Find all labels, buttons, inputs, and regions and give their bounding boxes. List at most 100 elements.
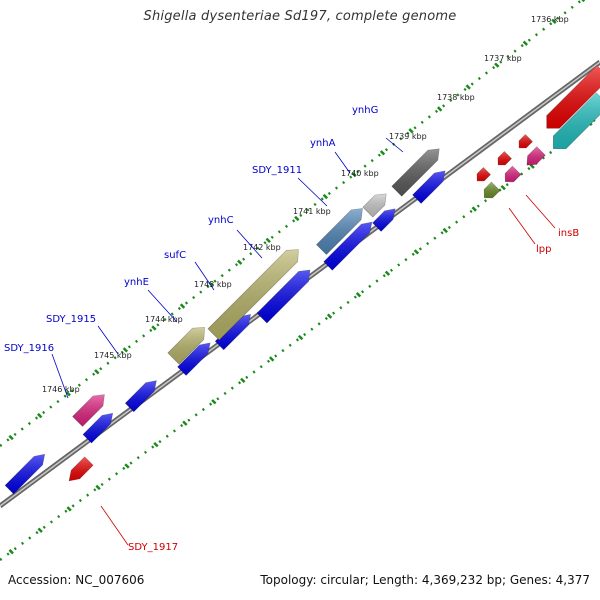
gene-leader-line bbox=[147, 289, 178, 323]
ruler-tick-upper bbox=[581, 0, 586, 3]
ruler-tick-upper bbox=[465, 84, 471, 90]
ruler-lower bbox=[0, 114, 600, 562]
gene-leader-line bbox=[508, 207, 536, 245]
ruler-tick-upper bbox=[37, 412, 43, 419]
ruler-tick-upper bbox=[208, 281, 214, 287]
ruler-tick-lower bbox=[153, 441, 159, 448]
genome-summary-text: Topology: circular; Length: 4,369,232 bp… bbox=[260, 573, 590, 587]
ruler-tick-lower bbox=[66, 506, 72, 512]
gene-label: ynhC bbox=[208, 215, 234, 226]
gene-label: SDY_1915 bbox=[46, 314, 96, 325]
gene-leader-line bbox=[100, 505, 129, 546]
ruler-tick-lower bbox=[384, 270, 391, 276]
ruler-tick-upper bbox=[351, 171, 357, 178]
ruler-tick-upper bbox=[522, 40, 529, 46]
gene-label: SDY_1911 bbox=[252, 165, 302, 176]
gene-label: SDY_1917 bbox=[128, 542, 178, 553]
cds-arrow-shade bbox=[323, 222, 372, 271]
ruler-tick-lower bbox=[8, 549, 14, 555]
gene-leader-line bbox=[51, 353, 69, 399]
tick-label: 1745 kbp bbox=[94, 351, 132, 360]
ruler-tick-lower bbox=[240, 377, 246, 384]
insB-arrow-shade bbox=[505, 166, 521, 182]
tick-label: 1736 kbp bbox=[531, 15, 569, 24]
tick-label: 1741 kbp bbox=[293, 207, 331, 216]
ruler-tick-upper bbox=[408, 128, 414, 134]
cds-arrow-shade bbox=[125, 380, 157, 412]
sufC-block-shade bbox=[207, 249, 299, 341]
tick-label: 1738 kbp bbox=[437, 93, 475, 102]
ruler-tick-lower bbox=[124, 463, 130, 469]
sufC-block-shade bbox=[167, 327, 205, 365]
ruler-tick-upper bbox=[8, 434, 14, 441]
ruler-tick-lower bbox=[413, 249, 420, 255]
ynhG-arrow-shade bbox=[391, 148, 440, 197]
ruler-tick-upper bbox=[265, 237, 271, 244]
cds-arrow-minus-shade bbox=[69, 456, 94, 481]
ruler-tick-upper bbox=[494, 62, 500, 68]
tick-label: 1739 kbp bbox=[389, 132, 427, 141]
gene-label: ynhE bbox=[124, 277, 149, 288]
gene-label: ynhA bbox=[310, 138, 336, 149]
ruler-tick-lower bbox=[182, 420, 188, 426]
ruler-tick-lower bbox=[326, 313, 333, 319]
cds-arrow-ynhE-like-shade bbox=[72, 394, 105, 427]
cds-arrow-minus-shade bbox=[546, 65, 600, 129]
ruler-tick-upper bbox=[322, 193, 329, 200]
tick-label: 1740 kbp bbox=[341, 169, 379, 178]
ruler-tick-upper bbox=[151, 325, 157, 331]
cds-arrow-shade bbox=[257, 270, 310, 323]
ynhA-arrow-shade bbox=[362, 193, 387, 218]
ruler-tick-upper bbox=[237, 259, 243, 265]
ruler-tick-lower bbox=[297, 334, 304, 341]
gene-label: sufC bbox=[164, 250, 186, 261]
ruler-layer bbox=[0, 0, 600, 562]
ruler-tick-lower bbox=[95, 484, 101, 491]
ruler-tick-upper bbox=[94, 369, 100, 375]
ruler-tick-upper bbox=[65, 391, 71, 397]
ruler-tick-lower bbox=[355, 292, 362, 298]
tick-label: 1746 kbp bbox=[42, 385, 80, 394]
ruler-tick-upper bbox=[122, 347, 129, 353]
gene-leader-line bbox=[297, 177, 328, 207]
gene-label: ynhG bbox=[352, 105, 378, 116]
ruler-tick-lower bbox=[211, 399, 217, 405]
gene-leader-line bbox=[236, 229, 263, 259]
ruler-tick-lower bbox=[269, 356, 275, 362]
cds-arrow-shade bbox=[215, 314, 251, 350]
ruler-tick-lower bbox=[529, 163, 535, 169]
tick-label: 1742 kbp bbox=[243, 243, 281, 252]
ynhC-arrow-shade bbox=[316, 208, 363, 255]
cds-arrow-minus-shade bbox=[519, 134, 533, 148]
ruler-tick-upper bbox=[437, 106, 443, 112]
insB-arrow-shade bbox=[526, 146, 546, 166]
tick-label: 1737 kbp bbox=[484, 54, 522, 63]
gene-leader-line bbox=[97, 325, 119, 355]
gene-label: lpp bbox=[536, 244, 551, 255]
ruler-tick-lower bbox=[471, 206, 477, 212]
cds-arrow-shade bbox=[412, 170, 446, 204]
ruler-tick-upper bbox=[294, 215, 300, 222]
cds-arrow-shade bbox=[83, 413, 113, 443]
ruler-tick-lower bbox=[37, 527, 43, 533]
map-title: Shigella dysenteriae Sd197, complete gen… bbox=[143, 9, 457, 24]
cds-arrow-shade bbox=[372, 208, 396, 232]
tick-label: 1744 kbp bbox=[145, 315, 183, 324]
cds-arrow-shade bbox=[5, 454, 45, 494]
ruler-upper bbox=[0, 0, 584, 447]
ruler-tick-lower bbox=[500, 184, 506, 191]
gene-leader-line bbox=[194, 261, 215, 291]
accession-text: Accession: NC_007606 bbox=[8, 573, 145, 587]
gene-leader-line bbox=[385, 137, 404, 153]
tick-label: 1743 kbp bbox=[194, 280, 232, 289]
ruler-tick-upper bbox=[179, 303, 186, 309]
gene-leader-line bbox=[334, 151, 351, 174]
ruler-tick-upper bbox=[379, 150, 386, 156]
gene-leader-line bbox=[525, 194, 556, 229]
cds-arrow-minus-shade bbox=[477, 167, 491, 181]
ruler-tick-lower bbox=[442, 227, 448, 234]
lpp-arrow-shade bbox=[484, 182, 500, 198]
feature-layer bbox=[4, 64, 600, 495]
gene-label: SDY_1916 bbox=[4, 343, 54, 354]
